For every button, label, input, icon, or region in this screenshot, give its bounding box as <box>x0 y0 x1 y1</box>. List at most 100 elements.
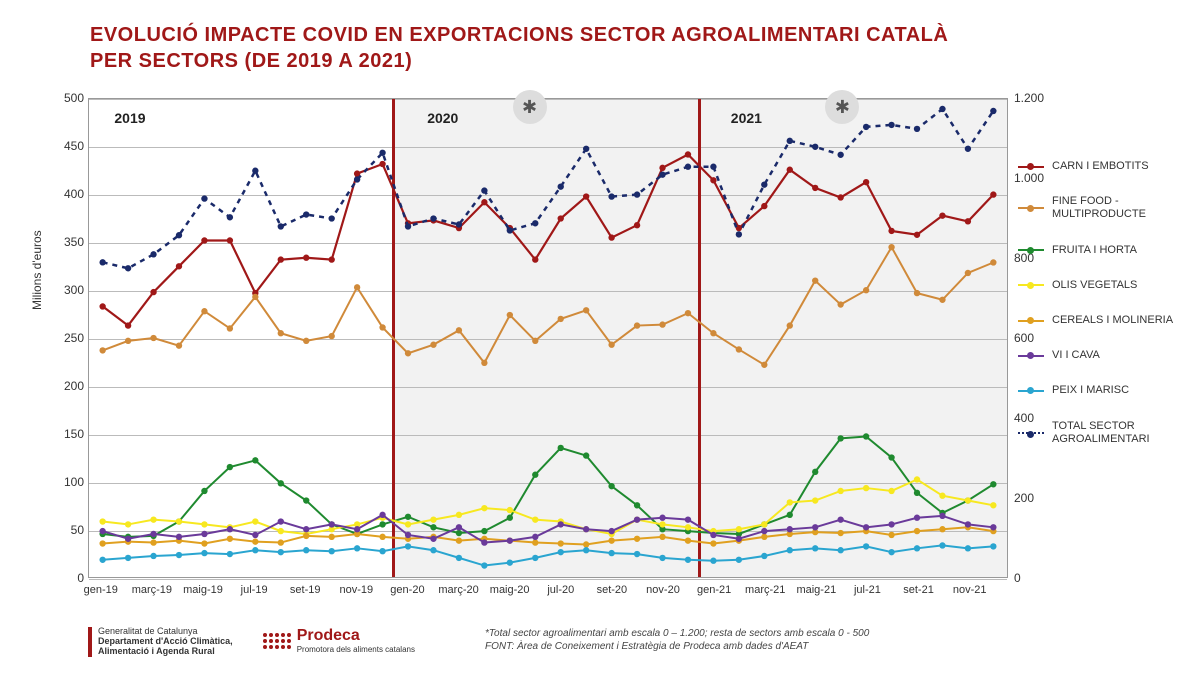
gencat-logo: Generalitat de Catalunya Departament d'A… <box>88 627 233 657</box>
series-marker <box>532 539 538 545</box>
series-marker <box>787 547 793 553</box>
xtick: gen-19 <box>84 584 118 596</box>
legend-dot-icon <box>1027 247 1034 254</box>
series-marker <box>201 237 207 243</box>
legend-line-icon <box>1018 355 1044 357</box>
series-marker <box>507 537 513 543</box>
series-marker <box>914 126 920 132</box>
footnote-2: FONT: Àrea de Coneixement i Estratègia d… <box>485 640 869 653</box>
series-marker <box>888 521 894 527</box>
series-marker <box>863 179 869 185</box>
series-marker <box>532 516 538 522</box>
series-marker <box>278 256 284 262</box>
series-marker <box>558 445 564 451</box>
series-marker <box>176 263 182 269</box>
xtick: gen-20 <box>390 584 424 596</box>
series-marker <box>481 187 487 193</box>
series-marker <box>812 277 818 283</box>
gridline <box>89 579 1007 580</box>
series-marker <box>888 532 894 538</box>
series-marker <box>837 301 843 307</box>
legend-label: FINE FOOD - MULTIPRODUCTE <box>1052 195 1188 221</box>
series-marker <box>201 488 207 494</box>
xtick: jul-19 <box>241 584 268 596</box>
ytick-left: 450 <box>54 139 84 153</box>
series-marker <box>837 516 843 522</box>
series-marker <box>608 193 614 199</box>
series-marker <box>558 215 564 221</box>
series-marker <box>507 227 513 233</box>
year-label: 2021 <box>731 110 762 126</box>
series-marker <box>812 185 818 191</box>
series-marker <box>787 167 793 173</box>
page-title: EVOLUCIÓ IMPACTE COVID EN EXPORTACIONS S… <box>0 0 1200 74</box>
series-marker <box>965 270 971 276</box>
series-marker <box>736 231 742 237</box>
series-marker <box>837 194 843 200</box>
series-marker <box>939 493 945 499</box>
series-marker <box>150 516 156 522</box>
series-marker <box>761 553 767 559</box>
series-marker <box>328 256 334 262</box>
series-marker <box>379 512 385 518</box>
series-marker <box>608 537 614 543</box>
series-marker <box>456 530 462 536</box>
legend-line-icon <box>1018 390 1044 392</box>
series-marker <box>863 524 869 530</box>
series-marker <box>965 146 971 152</box>
series-marker <box>379 521 385 527</box>
series-marker <box>888 228 894 234</box>
series-marker <box>532 534 538 540</box>
series-marker <box>507 507 513 513</box>
series-marker <box>150 553 156 559</box>
series-marker <box>456 327 462 333</box>
series-marker <box>634 322 640 328</box>
legend-label: FRUITA I HORTA <box>1052 244 1137 257</box>
series-marker <box>634 516 640 522</box>
legend-label: PEIX I MARISC <box>1052 384 1129 397</box>
series-marker <box>379 161 385 167</box>
series-marker <box>990 543 996 549</box>
series-marker <box>736 346 742 352</box>
legend-item: FRUITA I HORTA <box>1018 244 1188 257</box>
series-marker <box>812 497 818 503</box>
ytick-left: 350 <box>54 235 84 249</box>
series-marker <box>710 164 716 170</box>
series-marker <box>379 324 385 330</box>
series-marker <box>303 526 309 532</box>
series-marker <box>481 539 487 545</box>
series-marker <box>812 545 818 551</box>
series-marker <box>812 469 818 475</box>
legend-item: CEREALS I MOLINERIA <box>1018 314 1188 327</box>
series-marker <box>990 502 996 508</box>
series-marker <box>939 513 945 519</box>
series-marker <box>965 497 971 503</box>
series-line <box>103 154 994 325</box>
series-marker <box>278 518 284 524</box>
series-marker <box>608 550 614 556</box>
series-marker <box>914 515 920 521</box>
series-marker <box>227 464 233 470</box>
series-marker <box>990 524 996 530</box>
series-marker <box>481 505 487 511</box>
series-marker <box>659 165 665 171</box>
series-marker <box>812 524 818 530</box>
gencat-line-3: Alimentació i Agenda Rural <box>98 647 233 657</box>
series-marker <box>430 536 436 542</box>
series-marker <box>507 312 513 318</box>
series-marker <box>990 191 996 197</box>
series-marker <box>227 325 233 331</box>
legend-item: CARN I EMBOTITS <box>1018 160 1188 173</box>
series-marker <box>99 540 105 546</box>
gencat-logo-bar <box>88 627 92 657</box>
series-marker <box>685 557 691 563</box>
series-marker <box>634 551 640 557</box>
series-marker <box>405 532 411 538</box>
series-marker <box>150 531 156 537</box>
series-marker <box>125 265 131 271</box>
xtick: maig-19 <box>183 584 223 596</box>
xtick: maig-20 <box>490 584 530 596</box>
series-marker <box>99 518 105 524</box>
series-marker <box>558 316 564 322</box>
y-axis-label: Milions d'euros <box>30 230 44 310</box>
